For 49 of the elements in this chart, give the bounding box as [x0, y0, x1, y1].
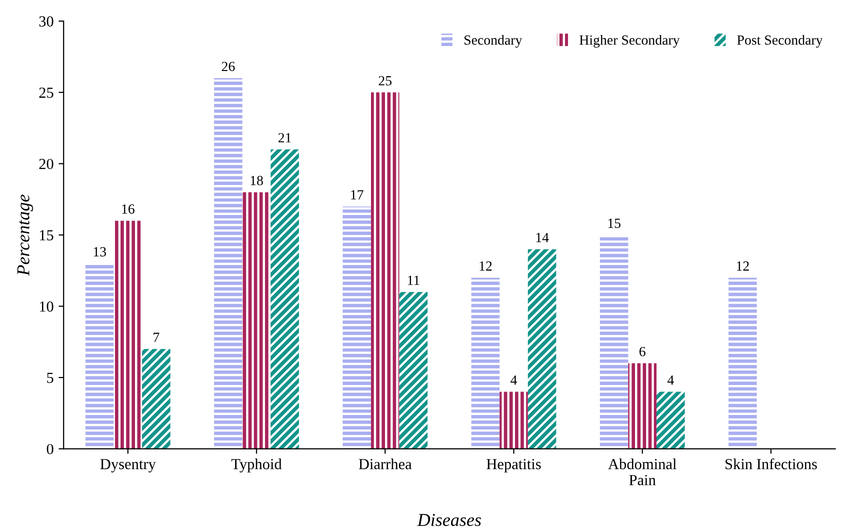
y-axis-title: Percentage	[17, 194, 34, 276]
x-tick-label: Dysentry	[100, 459, 156, 472]
data-label: 18	[250, 176, 263, 186]
legend-label: Higher Secondary	[580, 34, 680, 48]
bar	[628, 363, 657, 449]
data-label: 11	[408, 276, 420, 285]
bar	[471, 278, 500, 449]
bar	[728, 278, 757, 449]
data-label: 7	[154, 332, 160, 342]
data-label: 13	[94, 247, 106, 256]
data-label: 26	[222, 62, 235, 72]
x-axis-title: Diseases	[417, 514, 481, 526]
y-tick-label: 15	[40, 230, 54, 240]
data-label: 4	[510, 376, 517, 385]
bar	[342, 206, 371, 449]
data-label: 25	[378, 76, 392, 86]
bar	[528, 249, 556, 449]
y-tick-label: 5	[47, 372, 54, 383]
y-tick-label: 10	[40, 301, 54, 312]
legend-label: Post Secondary	[737, 34, 823, 48]
legend-label: Secondary	[464, 34, 522, 48]
data-label: 12	[736, 261, 749, 271]
data-label: 14	[536, 232, 549, 242]
y-tick-label: 30	[39, 16, 54, 27]
data-label: 15	[608, 218, 620, 228]
data-label: 16	[122, 204, 134, 214]
y-tick-label: 20	[39, 158, 54, 170]
bar	[500, 392, 528, 449]
data-label: 12	[480, 261, 492, 271]
x-tick-label: Diarrhea	[358, 458, 412, 470]
bar	[142, 349, 170, 449]
x-tick-label: Typhoid	[231, 458, 282, 472]
x-tick-label: Hepatitis	[486, 459, 541, 472]
y-tick-label: 25	[39, 88, 54, 98]
bar	[242, 192, 271, 449]
bar	[114, 220, 142, 449]
bar	[214, 78, 242, 449]
x-tick-label: Abdominal Pain	[608, 458, 676, 486]
bar	[270, 149, 299, 449]
bar	[370, 92, 400, 449]
bar	[399, 292, 428, 449]
data-label: 21	[278, 133, 291, 142]
data-label: 6	[639, 346, 646, 356]
bar	[656, 392, 685, 449]
bar	[85, 263, 114, 449]
y-tick-label: 0	[46, 444, 54, 454]
data-label: 4	[667, 376, 674, 385]
data-label: 17	[351, 190, 364, 200]
x-tick-label: Skin Infections	[726, 458, 817, 470]
